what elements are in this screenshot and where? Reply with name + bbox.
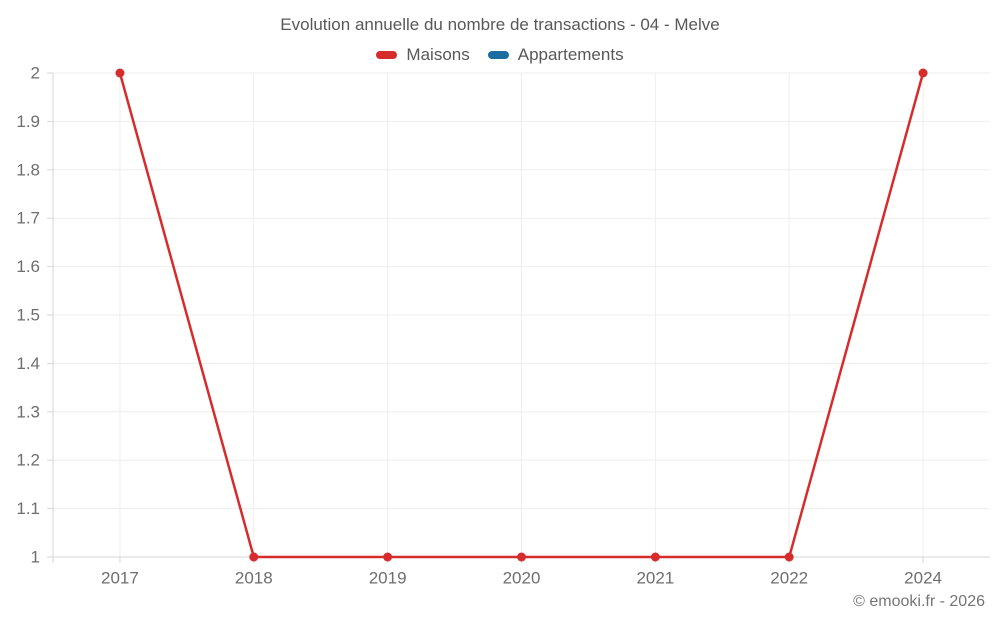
- copyright-credit: © emooki.fr - 2026: [853, 593, 985, 610]
- y-axis-label: 1.4: [16, 354, 40, 373]
- data-point-maisons[interactable]: [383, 552, 393, 562]
- legend-swatch-maisons: [376, 51, 398, 59]
- x-axis-label: 2019: [369, 569, 407, 588]
- x-axis-label: 2024: [904, 569, 942, 588]
- y-axis-label: 1.9: [16, 112, 40, 131]
- y-axis-label: 1.1: [16, 499, 40, 518]
- x-axis-label: 2018: [235, 569, 273, 588]
- legend-item-maisons[interactable]: Maisons: [376, 45, 470, 65]
- x-axis-label: 2017: [101, 569, 139, 588]
- x-axis-label: 2020: [503, 569, 541, 588]
- x-axis-label: 2022: [770, 569, 808, 588]
- data-point-maisons[interactable]: [784, 552, 794, 562]
- data-point-maisons[interactable]: [115, 68, 125, 78]
- y-axis-label: 1.6: [16, 257, 40, 276]
- legend-swatch-appartements: [487, 51, 509, 59]
- chart-legend: Maisons Appartements: [0, 45, 1000, 65]
- data-point-maisons[interactable]: [517, 552, 526, 562]
- legend-label-appartements: Appartements: [517, 45, 624, 64]
- legend-item-appartements[interactable]: Appartements: [487, 45, 624, 65]
- x-axis-label: 2021: [636, 569, 674, 588]
- y-axis-label: 1.2: [16, 451, 40, 470]
- y-axis-label: 1.3: [16, 402, 40, 421]
- y-axis-label: 1.8: [16, 160, 40, 179]
- data-point-maisons[interactable]: [650, 552, 660, 562]
- y-axis-label: 1.7: [16, 209, 40, 228]
- legend-label-maisons: Maisons: [406, 45, 470, 64]
- y-axis-label: 1: [31, 548, 40, 567]
- data-point-maisons[interactable]: [918, 68, 928, 78]
- y-axis-label: 1.5: [16, 306, 40, 325]
- data-point-maisons[interactable]: [249, 552, 259, 562]
- chart-title: Evolution annuelle du nombre de transact…: [280, 15, 720, 34]
- y-axis-label: 2: [31, 64, 40, 83]
